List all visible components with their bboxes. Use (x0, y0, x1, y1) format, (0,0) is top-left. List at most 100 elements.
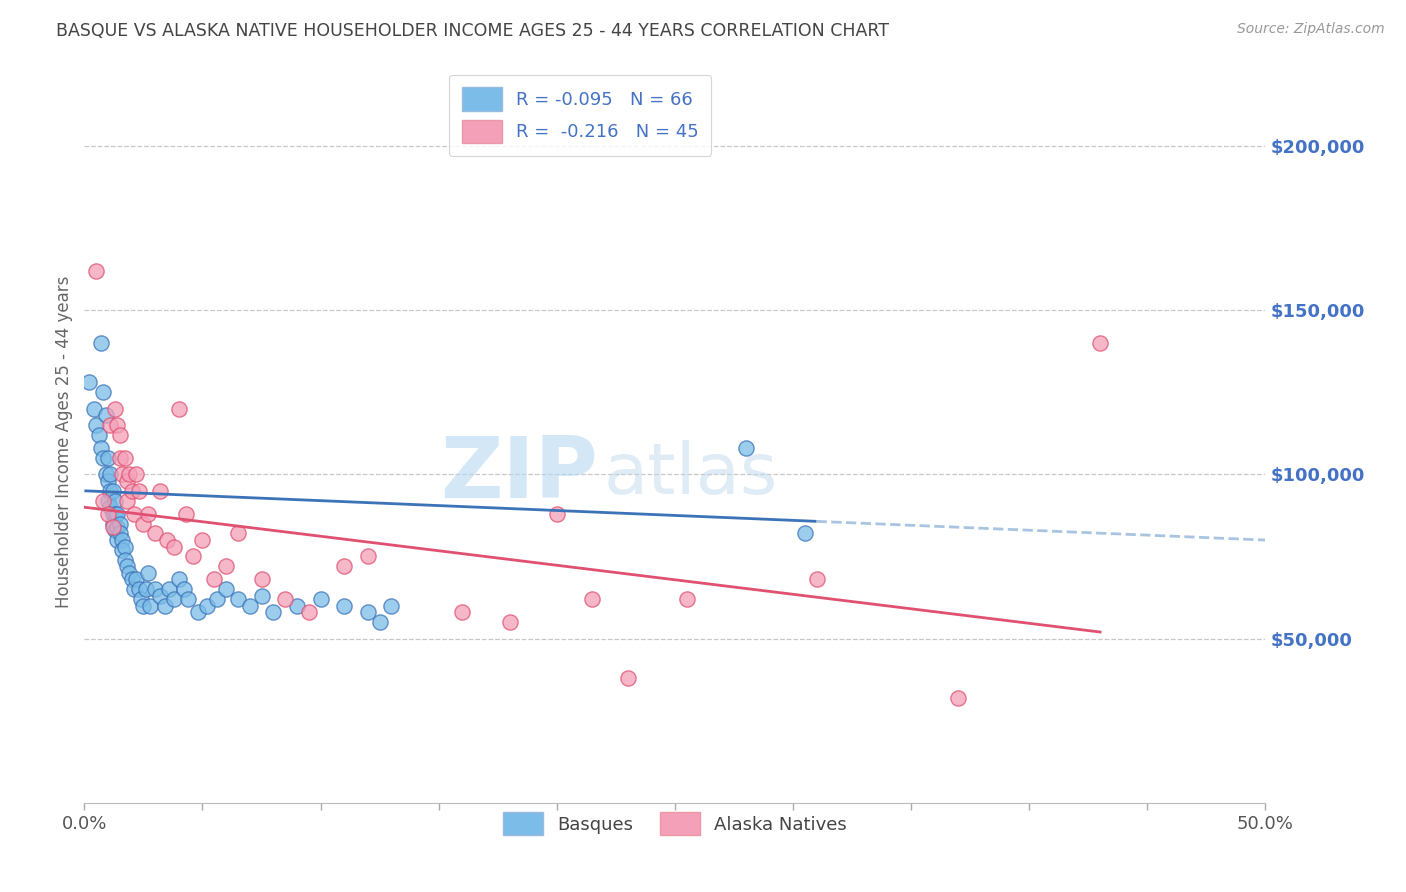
Point (91, 385, 114, 400)
Point (128, 483, 150, 498)
Point (226, 526, 249, 541)
Point (107, 520, 129, 534)
Point (195, 599, 218, 613)
Point (546, 507, 568, 521)
Point (274, 592, 297, 607)
Point (616, 671, 638, 685)
Point (191, 533, 214, 547)
Point (226, 592, 249, 607)
Point (202, 573, 225, 587)
Point (122, 507, 145, 521)
Point (108, 450, 131, 465)
Point (163, 540, 186, 554)
Point (734, 441, 756, 455)
Point (91, 450, 114, 465)
Point (121, 573, 143, 587)
Point (498, 615, 520, 630)
Point (104, 507, 127, 521)
Point (298, 605, 321, 619)
Point (101, 483, 124, 498)
Point (793, 526, 815, 541)
Point (87, 428, 110, 442)
Point (118, 566, 141, 580)
Point (581, 592, 603, 607)
Point (101, 516, 124, 531)
Point (173, 582, 195, 597)
Point (97, 450, 120, 465)
Point (114, 540, 136, 554)
Text: Source: ZipAtlas.com: Source: ZipAtlas.com (1237, 22, 1385, 37)
Point (97, 474, 120, 488)
Text: ZIP: ZIP (440, 433, 598, 516)
Point (118, 467, 141, 482)
Point (115, 559, 138, 574)
Point (101, 507, 124, 521)
Point (84, 264, 107, 278)
Point (115, 493, 138, 508)
Point (136, 566, 159, 580)
Point (135, 582, 157, 597)
Point (101, 520, 124, 534)
Point (187, 605, 209, 619)
Point (205, 592, 228, 607)
Point (98, 483, 121, 498)
Point (111, 467, 134, 482)
Point (1088, 336, 1111, 351)
Point (129, 592, 152, 607)
Point (181, 549, 204, 564)
Point (107, 418, 129, 433)
Point (139, 599, 162, 613)
Point (132, 516, 155, 531)
Point (132, 599, 155, 613)
Point (98, 418, 121, 433)
Point (149, 483, 172, 498)
Point (333, 599, 356, 613)
Point (83, 401, 105, 416)
Point (104, 493, 127, 508)
Point (143, 526, 166, 541)
Point (121, 483, 143, 498)
Point (163, 592, 186, 607)
Point (357, 549, 380, 564)
Point (250, 589, 273, 603)
Text: BASQUE VS ALASKA NATIVE HOUSEHOLDER INCOME AGES 25 - 44 YEARS CORRELATION CHART: BASQUE VS ALASKA NATIVE HOUSEHOLDER INCO… (56, 22, 889, 40)
Point (111, 542, 134, 557)
Point (156, 533, 179, 547)
Point (107, 507, 129, 521)
Point (104, 523, 127, 537)
Point (380, 599, 402, 613)
Legend: Basques, Alaska Natives: Basques, Alaska Natives (491, 799, 859, 848)
Point (94, 409, 117, 423)
Point (108, 428, 131, 442)
Point (239, 599, 262, 613)
Point (90, 336, 112, 351)
Point (167, 573, 190, 587)
Point (167, 401, 190, 416)
Text: atlas: atlas (605, 440, 779, 508)
Point (250, 573, 273, 587)
Point (215, 559, 238, 574)
Point (285, 599, 308, 613)
Point (122, 582, 145, 597)
Point (368, 615, 391, 630)
Point (108, 526, 131, 541)
Point (125, 573, 148, 587)
Point (77, 376, 100, 390)
Point (97, 493, 120, 508)
Point (104, 401, 127, 416)
Point (91, 493, 114, 508)
Point (128, 582, 150, 597)
Point (111, 533, 134, 547)
Point (153, 599, 176, 613)
Point (333, 559, 356, 574)
Point (215, 582, 238, 597)
Point (309, 592, 332, 607)
Point (114, 450, 136, 465)
Point (357, 605, 380, 619)
Point (107, 533, 129, 547)
Point (948, 690, 970, 705)
Point (451, 605, 474, 619)
Point (97, 507, 120, 521)
Point (177, 592, 200, 607)
Point (136, 507, 159, 521)
